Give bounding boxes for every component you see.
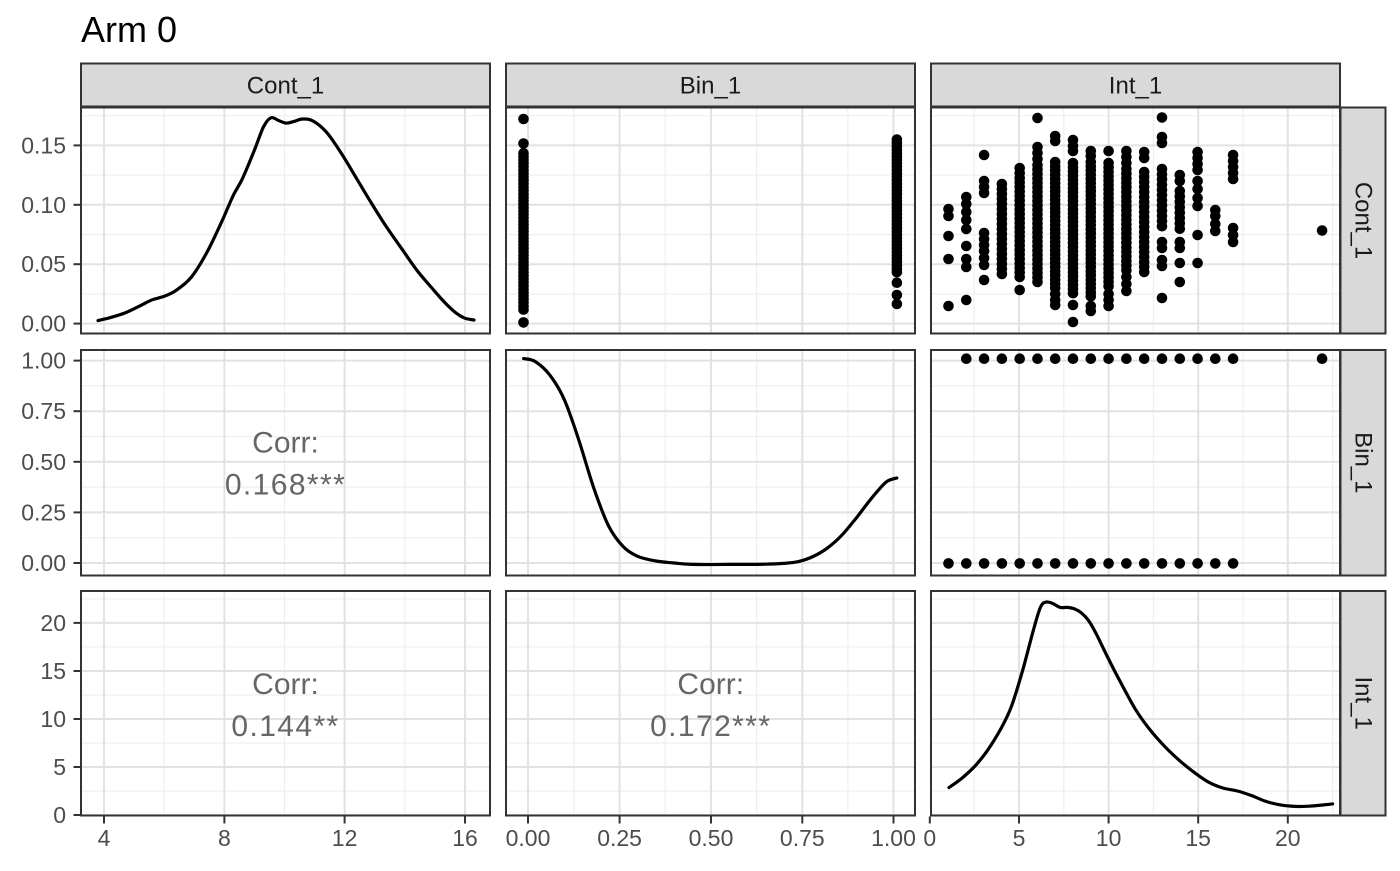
svg-text:Bin_1: Bin_1 bbox=[1350, 432, 1377, 493]
svg-text:Cont_1: Cont_1 bbox=[247, 73, 324, 100]
svg-text:Arm 0: Arm 0 bbox=[81, 9, 177, 50]
svg-text:5: 5 bbox=[1013, 825, 1026, 851]
svg-text:20: 20 bbox=[40, 610, 66, 636]
svg-text:15: 15 bbox=[1185, 825, 1211, 851]
svg-text:0.75: 0.75 bbox=[21, 398, 66, 424]
svg-text:0.15: 0.15 bbox=[21, 132, 66, 158]
svg-text:Int_1: Int_1 bbox=[1109, 73, 1162, 100]
svg-text:4: 4 bbox=[98, 825, 111, 851]
svg-text:0.25: 0.25 bbox=[21, 499, 66, 525]
svg-text:0: 0 bbox=[53, 802, 66, 828]
svg-text:Bin_1: Bin_1 bbox=[680, 73, 741, 100]
svg-text:1.00: 1.00 bbox=[21, 348, 66, 374]
svg-text:Corr:: Corr: bbox=[252, 427, 319, 460]
svg-text:15: 15 bbox=[40, 658, 66, 684]
svg-text:Int_1: Int_1 bbox=[1350, 677, 1377, 730]
svg-text:1.00: 1.00 bbox=[871, 825, 916, 851]
svg-text:8: 8 bbox=[218, 825, 231, 851]
svg-text:Corr:: Corr: bbox=[252, 668, 319, 701]
svg-text:0.144**: 0.144** bbox=[231, 710, 339, 743]
svg-text:Cont_1: Cont_1 bbox=[1350, 182, 1377, 259]
svg-text:0.168***: 0.168*** bbox=[225, 469, 346, 502]
svg-text:0.50: 0.50 bbox=[21, 449, 66, 475]
svg-text:0.10: 0.10 bbox=[21, 192, 66, 218]
svg-text:20: 20 bbox=[1275, 825, 1301, 851]
svg-text:0.25: 0.25 bbox=[597, 825, 642, 851]
svg-text:0.00: 0.00 bbox=[21, 550, 66, 576]
svg-text:10: 10 bbox=[40, 706, 66, 732]
svg-text:0.00: 0.00 bbox=[21, 311, 66, 337]
svg-text:10: 10 bbox=[1096, 825, 1122, 851]
svg-text:5: 5 bbox=[53, 754, 66, 780]
svg-text:0.50: 0.50 bbox=[689, 825, 734, 851]
svg-text:0.05: 0.05 bbox=[21, 251, 66, 277]
svg-text:0.172***: 0.172*** bbox=[650, 710, 771, 743]
svg-text:16: 16 bbox=[452, 825, 478, 851]
svg-text:0.00: 0.00 bbox=[506, 825, 551, 851]
svg-text:0.75: 0.75 bbox=[780, 825, 825, 851]
svg-text:Corr:: Corr: bbox=[677, 668, 744, 701]
svg-text:12: 12 bbox=[332, 825, 358, 851]
svg-text:0: 0 bbox=[923, 825, 936, 851]
